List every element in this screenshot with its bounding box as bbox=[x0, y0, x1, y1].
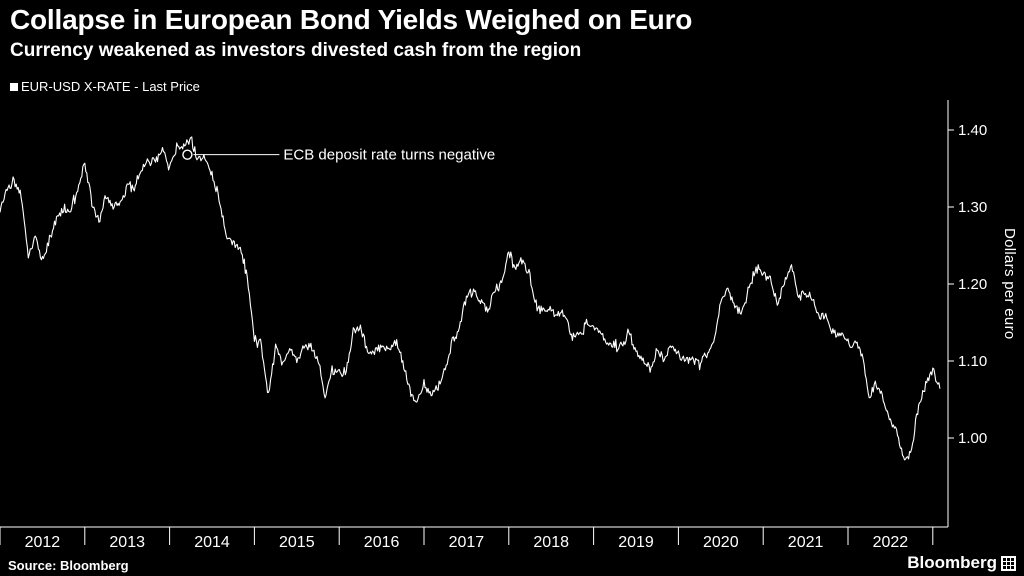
svg-text:2015: 2015 bbox=[279, 534, 315, 551]
source-text: Source: Bloomberg bbox=[8, 558, 129, 573]
svg-text:2014: 2014 bbox=[194, 534, 230, 551]
svg-text:2019: 2019 bbox=[618, 534, 654, 551]
svg-text:2013: 2013 bbox=[109, 534, 145, 551]
svg-text:1.30: 1.30 bbox=[958, 199, 987, 216]
svg-text:2017: 2017 bbox=[449, 534, 485, 551]
svg-text:2021: 2021 bbox=[788, 534, 824, 551]
legend-label: EUR-USD X-RATE - Last Price bbox=[21, 79, 200, 94]
legend: EUR-USD X-RATE - Last Price bbox=[10, 79, 200, 94]
svg-text:2012: 2012 bbox=[25, 534, 61, 551]
bloomberg-terminal-icon bbox=[1001, 555, 1016, 571]
bloomberg-brand: Bloomberg bbox=[907, 553, 1016, 573]
svg-text:1.00: 1.00 bbox=[958, 430, 987, 447]
svg-text:1.40: 1.40 bbox=[958, 122, 987, 139]
bloomberg-logo-text: Bloomberg bbox=[907, 553, 997, 572]
y-axis-title: Dollars per euro bbox=[1001, 228, 1018, 340]
svg-text:1.20: 1.20 bbox=[958, 276, 987, 293]
chart-title: Collapse in European Bond Yields Weighed… bbox=[10, 4, 693, 35]
svg-text:1.10: 1.10 bbox=[958, 353, 987, 370]
svg-text:2020: 2020 bbox=[703, 534, 739, 551]
legend-square-icon bbox=[10, 82, 18, 91]
svg-text:2022: 2022 bbox=[873, 534, 909, 551]
svg-text:2016: 2016 bbox=[364, 534, 400, 551]
svg-text:ECB deposit rate turns negativ: ECB deposit rate turns negative bbox=[283, 147, 495, 164]
svg-text:2018: 2018 bbox=[533, 534, 569, 551]
chart-subtitle: Currency weakened as investors divested … bbox=[10, 40, 582, 61]
